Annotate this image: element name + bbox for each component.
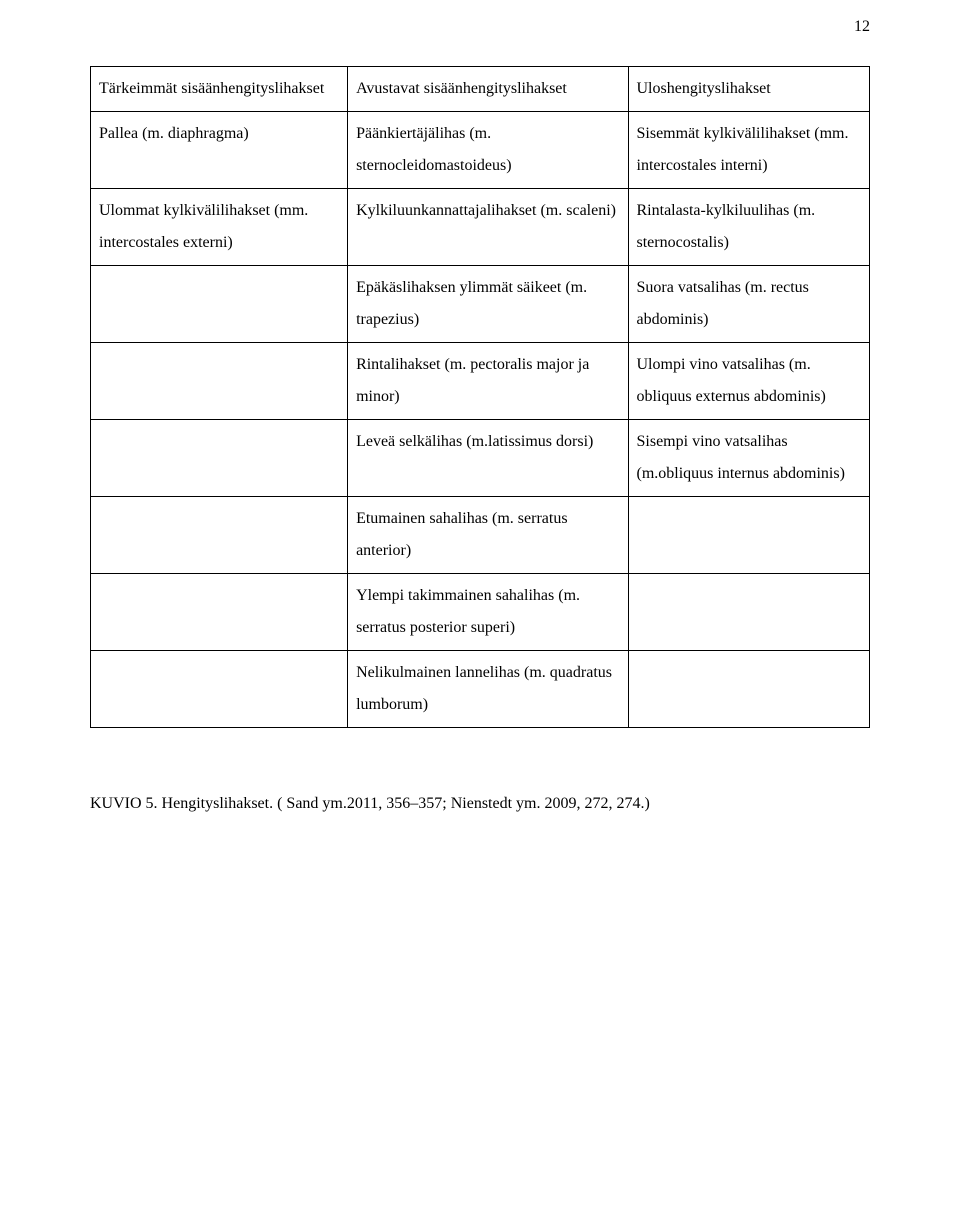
table-row: Ulommat kylkivälilihakset (mm. intercost… [91,189,870,266]
cell [91,574,348,651]
cell: Ulompi vino vatsalihas (m. obliquus exte… [628,343,870,420]
cell: Pallea (m. diaphragma) [91,112,348,189]
table-row: Ylempi takimmainen sahalihas (m. serratu… [91,574,870,651]
table-row: Etumainen sahalihas (m. serratus anterio… [91,497,870,574]
table-body: Tärkeimmät sisäänhengityslihakset Avusta… [91,67,870,728]
page-number: 12 [854,18,870,36]
cell [628,574,870,651]
cell: Leveä selkälihas (m.latissimus dorsi) [348,420,628,497]
cell: Rintalihakset (m. pectoralis major ja mi… [348,343,628,420]
cell: Ylempi takimmainen sahalihas (m. serratu… [348,574,628,651]
cell: Suora vatsalihas (m. rectus abdominis) [628,266,870,343]
table-row: Leveä selkälihas (m.latissimus dorsi) Si… [91,420,870,497]
cell: Nelikulmainen lannelihas (m. quadratus l… [348,651,628,728]
cell: Tärkeimmät sisäänhengityslihakset [91,67,348,112]
cell [91,266,348,343]
figure-caption: KUVIO 5. Hengityslihakset. ( Sand ym.201… [90,788,870,820]
cell [91,651,348,728]
cell: Ulommat kylkivälilihakset (mm. intercost… [91,189,348,266]
cell [628,651,870,728]
table-row: Epäkäslihaksen ylimmät säikeet (m. trape… [91,266,870,343]
cell: Uloshengityslihakset [628,67,870,112]
cell: Päänkiertäjälihas (m. sternocleidomastoi… [348,112,628,189]
cell [628,497,870,574]
table-row: Pallea (m. diaphragma) Päänkiertäjälihas… [91,112,870,189]
muscle-table: Tärkeimmät sisäänhengityslihakset Avusta… [90,66,870,728]
page: 12 Tärkeimmät sisäänhengityslihakset Avu… [0,0,960,860]
table-row: Rintalihakset (m. pectoralis major ja mi… [91,343,870,420]
cell: Epäkäslihaksen ylimmät säikeet (m. trape… [348,266,628,343]
cell [91,420,348,497]
cell [91,497,348,574]
table-row: Tärkeimmät sisäänhengityslihakset Avusta… [91,67,870,112]
cell: Kylkiluunkannattajalihakset (m. scaleni) [348,189,628,266]
cell: Sisemmät kylkivälilihakset (mm. intercos… [628,112,870,189]
table-row: Nelikulmainen lannelihas (m. quadratus l… [91,651,870,728]
cell: Avustavat sisäänhengityslihakset [348,67,628,112]
cell: Etumainen sahalihas (m. serratus anterio… [348,497,628,574]
cell: Rintalasta-kylkiluulihas (m. sternocosta… [628,189,870,266]
cell: Sisempi vino vatsalihas (m.obliquus inte… [628,420,870,497]
cell [91,343,348,420]
